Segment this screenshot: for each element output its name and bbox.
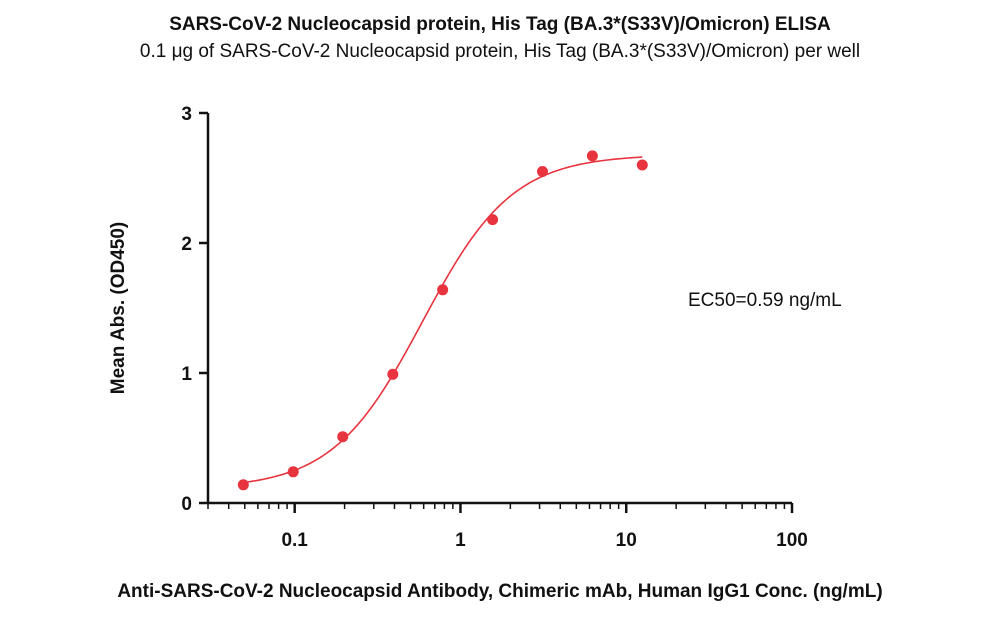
- axes: [206, 113, 792, 505]
- fit-curve: [243, 156, 643, 484]
- data-point: [536, 166, 548, 177]
- y-tick-label: 2: [181, 234, 192, 255]
- x-tick-label: 1: [455, 530, 466, 551]
- x-tick-label: 0.1: [281, 530, 308, 551]
- ticks: 0 1 2 3 0.1 1 10 100: [181, 104, 807, 551]
- data-point: [287, 466, 299, 478]
- y-tick-label: 3: [181, 104, 192, 125]
- data-points: [237, 150, 648, 491]
- data-point: [636, 159, 648, 171]
- y-tick-label: 0: [181, 494, 192, 515]
- chart-title: SARS-CoV-2 Nucleocapsid protein, His Tag…: [169, 14, 831, 35]
- data-point: [487, 214, 499, 226]
- ec50-annotation: EC50=0.59 ng/mL: [688, 290, 842, 311]
- data-point: [237, 479, 249, 491]
- data-point: [337, 431, 349, 443]
- data-point: [437, 284, 449, 296]
- x-axis-title: Anti-SARS-CoV-2 Nucleocapsid Antibody, C…: [117, 581, 882, 602]
- data-point: [586, 150, 598, 162]
- x-tick-label: 100: [776, 530, 808, 551]
- chart-subtitle: 0.1 μg of SARS-CoV-2 Nucleocapsid protei…: [139, 41, 861, 62]
- data-point: [387, 368, 399, 380]
- x-tick-label: 10: [616, 530, 637, 551]
- y-axis-title: Mean Abs. (OD450): [108, 222, 129, 394]
- y-tick-label: 1: [181, 364, 192, 385]
